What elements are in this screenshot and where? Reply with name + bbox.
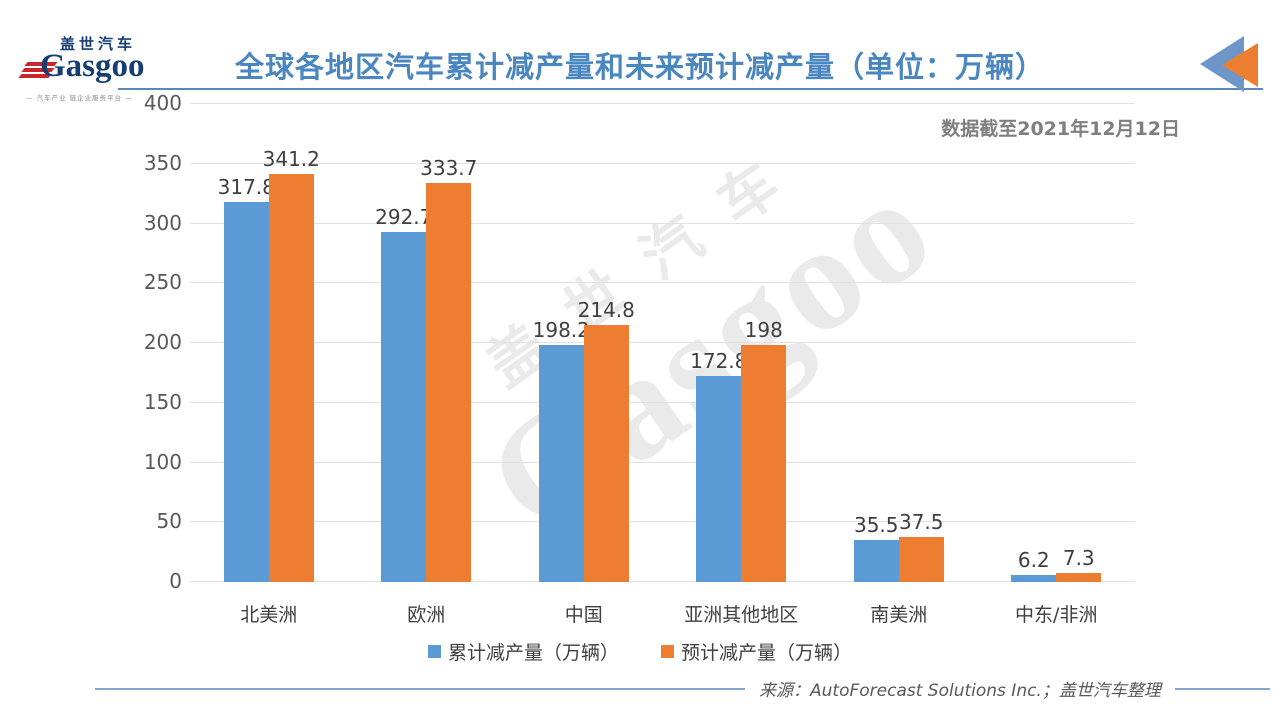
chart-title: 全球各地区汽车累计减产量和未来预计减产量（单位：万辆） [234, 50, 1045, 84]
bar-group: 317.8 341.2 [190, 104, 348, 582]
bar-wrap-projected: 333.7 [420, 156, 477, 582]
logo-chinese-wordmark: 盖世汽车 [60, 35, 137, 53]
bar-wrap-accumulated: 198.2 [533, 318, 590, 582]
bar-value-label: 198.2 [532, 318, 590, 343]
legend-label: 预计减产量（万辆） [681, 642, 853, 664]
bar-value-label: 35.5 [853, 512, 899, 537]
bar-wrap-accumulated: 317.8 [218, 175, 275, 582]
legend-label: 累计减产量（万辆） [447, 642, 619, 664]
bar-value-label: 172.8 [690, 348, 748, 373]
bar-value-label: 214.8 [577, 298, 635, 323]
bar-projected [426, 183, 472, 582]
bar-wrap-accumulated: 35.5 [853, 512, 899, 582]
title-divider [118, 88, 1263, 90]
bar-value-label: 317.8 [217, 175, 275, 200]
bar-accumulated [223, 202, 269, 582]
bar-value-label: 7.3 [1062, 546, 1095, 571]
bar-wrap-projected: 214.8 [578, 298, 635, 582]
y-tick-label: 400 [143, 91, 182, 115]
double-arrow-left-icon [1200, 36, 1258, 92]
bar-accumulated [1011, 574, 1057, 582]
legend-swatch-icon [427, 645, 441, 658]
gridline [190, 162, 1135, 164]
bar-value-label: 6.2 [1017, 547, 1050, 572]
bar-projected [583, 325, 629, 582]
legend-item-projected: 预计减产量（万辆） [661, 638, 852, 665]
bar-group: 35.5 37.5 [820, 104, 978, 582]
bar-accumulated [696, 375, 742, 582]
bar-value-label: 198 [744, 318, 783, 343]
y-tick-label: 250 [143, 270, 182, 295]
gridline [190, 401, 1135, 403]
x-axis-labels: 北美洲 欧洲 中国 亚洲其他地区 南美洲 中东/非洲 [190, 598, 1135, 627]
logo-english-wordmark: Gasgoo [40, 48, 145, 84]
bar-projected [741, 345, 787, 582]
x-category-label: 中国 [564, 604, 603, 626]
bar-value-label: 292.7 [375, 205, 433, 230]
bar-wrap-accumulated: 172.8 [690, 349, 747, 582]
bar-accumulated [853, 539, 899, 582]
bar-accumulated [538, 345, 584, 582]
bar-wrap-accumulated: 6.2 [1011, 547, 1057, 582]
gridline [190, 521, 1135, 523]
x-category-label: 中东/非洲 [1015, 604, 1098, 626]
gridline [190, 342, 1135, 343]
footer-divider-right [1174, 687, 1270, 690]
y-tick-label: 50 [156, 509, 182, 534]
bar-wrap-projected: 198 [741, 318, 787, 582]
bar-group: 198.2 214.8 [505, 104, 663, 582]
y-axis: 0 50 100 150 200 250 300 350 400 [138, 91, 182, 593]
bar-projected [268, 174, 314, 582]
bar-projected [1056, 573, 1102, 582]
gridline [190, 282, 1135, 284]
gasgoo-logo: 盖世汽车 Gasgoo — 汽车产业 链企业服务平台 — [18, 33, 176, 102]
bar-value-label: 341.2 [262, 147, 320, 172]
plot-area: 317.8 341.2 292.7 333.7 198.2 214.8 172.8 198 35… [190, 103, 1135, 582]
gridline [190, 222, 1135, 224]
bar-value-label: 37.5 [898, 510, 944, 535]
y-tick-label: 300 [143, 210, 182, 235]
legend: 累计减产量（万辆） 预计减产量（万辆） [0, 638, 1280, 665]
bar-value-label: 333.7 [420, 156, 478, 181]
gridline [190, 581, 1135, 582]
source-attribution: 来源：AutoForecast Solutions Inc.；盖世汽车整理 [759, 681, 1161, 701]
bar-groups: 317.8 341.2 292.7 333.7 198.2 214.8 172.8 198 35… [190, 104, 1135, 582]
y-tick-label: 350 [143, 150, 182, 175]
x-category-label: 北美洲 [240, 604, 298, 626]
footer: 来源：AutoForecast Solutions Inc.；盖世汽车整理 [0, 676, 1280, 701]
bar-wrap-projected: 37.5 [898, 510, 944, 582]
y-tick-label: 200 [143, 330, 182, 354]
logo-tagline: — 汽车产业 链企业服务平台 — [26, 94, 133, 102]
y-tick-label: 100 [143, 449, 182, 474]
bar-projected [898, 537, 944, 582]
bar-group: 172.8 198 [663, 104, 821, 582]
legend-swatch-icon [661, 645, 674, 658]
gridline [190, 103, 1135, 104]
x-category-label: 亚洲其他地区 [684, 604, 799, 626]
bar-accumulated [381, 232, 427, 582]
bar-wrap-projected: 341.2 [263, 147, 320, 582]
bar-group: 292.7 333.7 [348, 104, 506, 582]
legend-item-accumulated: 累计减产量（万辆） [427, 638, 619, 665]
bar-group: 6.2 7.3 [978, 104, 1136, 582]
gridline [190, 461, 1135, 463]
bar-wrap-accumulated: 292.7 [375, 205, 432, 582]
bar-wrap-projected: 7.3 [1056, 546, 1102, 582]
data-cutoff-note: 数据截至2021年12月12日 [941, 118, 1180, 140]
footer-divider-left [95, 687, 745, 690]
x-category-label: 南美洲 [870, 604, 928, 626]
y-tick-label: 0 [169, 569, 182, 593]
y-tick-label: 150 [143, 389, 182, 414]
x-category-label: 欧洲 [407, 604, 446, 626]
